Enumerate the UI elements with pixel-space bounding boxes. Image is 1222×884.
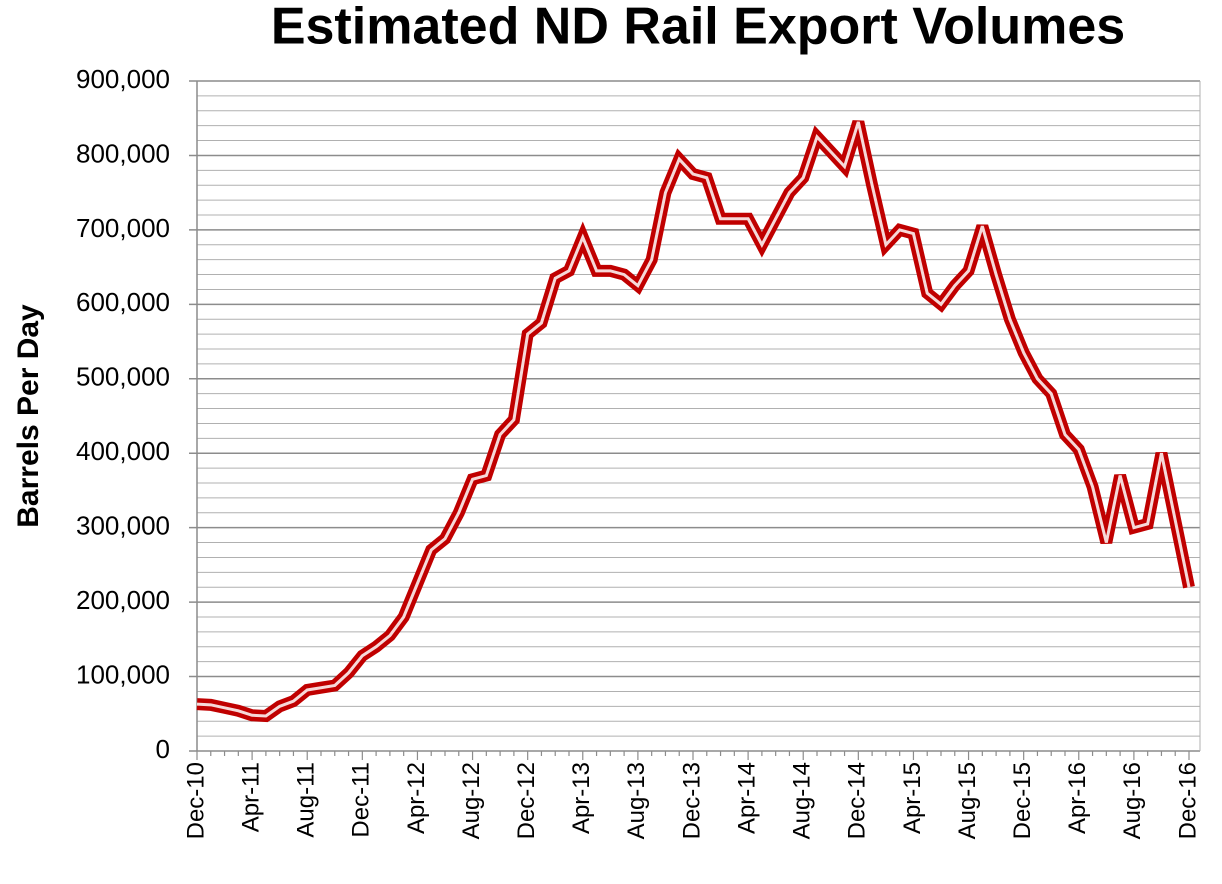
y-tick-label: 300,000 [76,511,170,541]
data-line [196,120,1195,723]
y-tick-label: 0 [156,734,170,764]
y-axis-label: Barrels Per Day [12,304,45,528]
x-tick-label: Aug-12 [458,762,485,839]
data-line-highlight [196,121,1191,718]
x-tick-label: Aug-15 [954,762,981,839]
y-tick-label: 200,000 [76,585,170,615]
x-tick-label: Apr-13 [568,762,595,834]
x-tick-label: Dec-15 [1009,762,1036,839]
y-tick-label: 800,000 [76,138,170,168]
y-tick-label: 700,000 [76,213,170,243]
y-tick-label: 400,000 [76,436,170,466]
x-tick-label: Dec-11 [348,762,375,838]
x-tick-label: Apr-14 [733,762,760,834]
x-tick-label: Dec-12 [513,762,540,839]
y-tick-label: 500,000 [76,362,170,392]
x-tick-label: Aug-16 [1119,762,1146,839]
x-tick-label: Dec-14 [844,762,871,839]
x-tick-label: Apr-16 [1064,762,1091,834]
x-tick-label: Aug-13 [623,762,650,839]
x-tick-label: Aug-11 [293,762,320,838]
x-tick-label: Apr-12 [403,762,430,834]
x-tick-label: Aug-14 [789,762,816,839]
chart-title: Estimated ND Rail Export Volumes [271,0,1125,56]
x-tick-label: Dec-13 [678,762,705,839]
y-tick-label: 100,000 [76,659,170,689]
x-tick-label: Apr-11 [237,762,264,832]
x-tick-label: Apr-15 [899,762,926,834]
x-tick-label: Dec-10 [182,762,209,839]
x-tick-label: Dec-16 [1174,762,1201,839]
y-tick-label: 900,000 [76,64,170,94]
y-tick-label: 600,000 [76,287,170,317]
